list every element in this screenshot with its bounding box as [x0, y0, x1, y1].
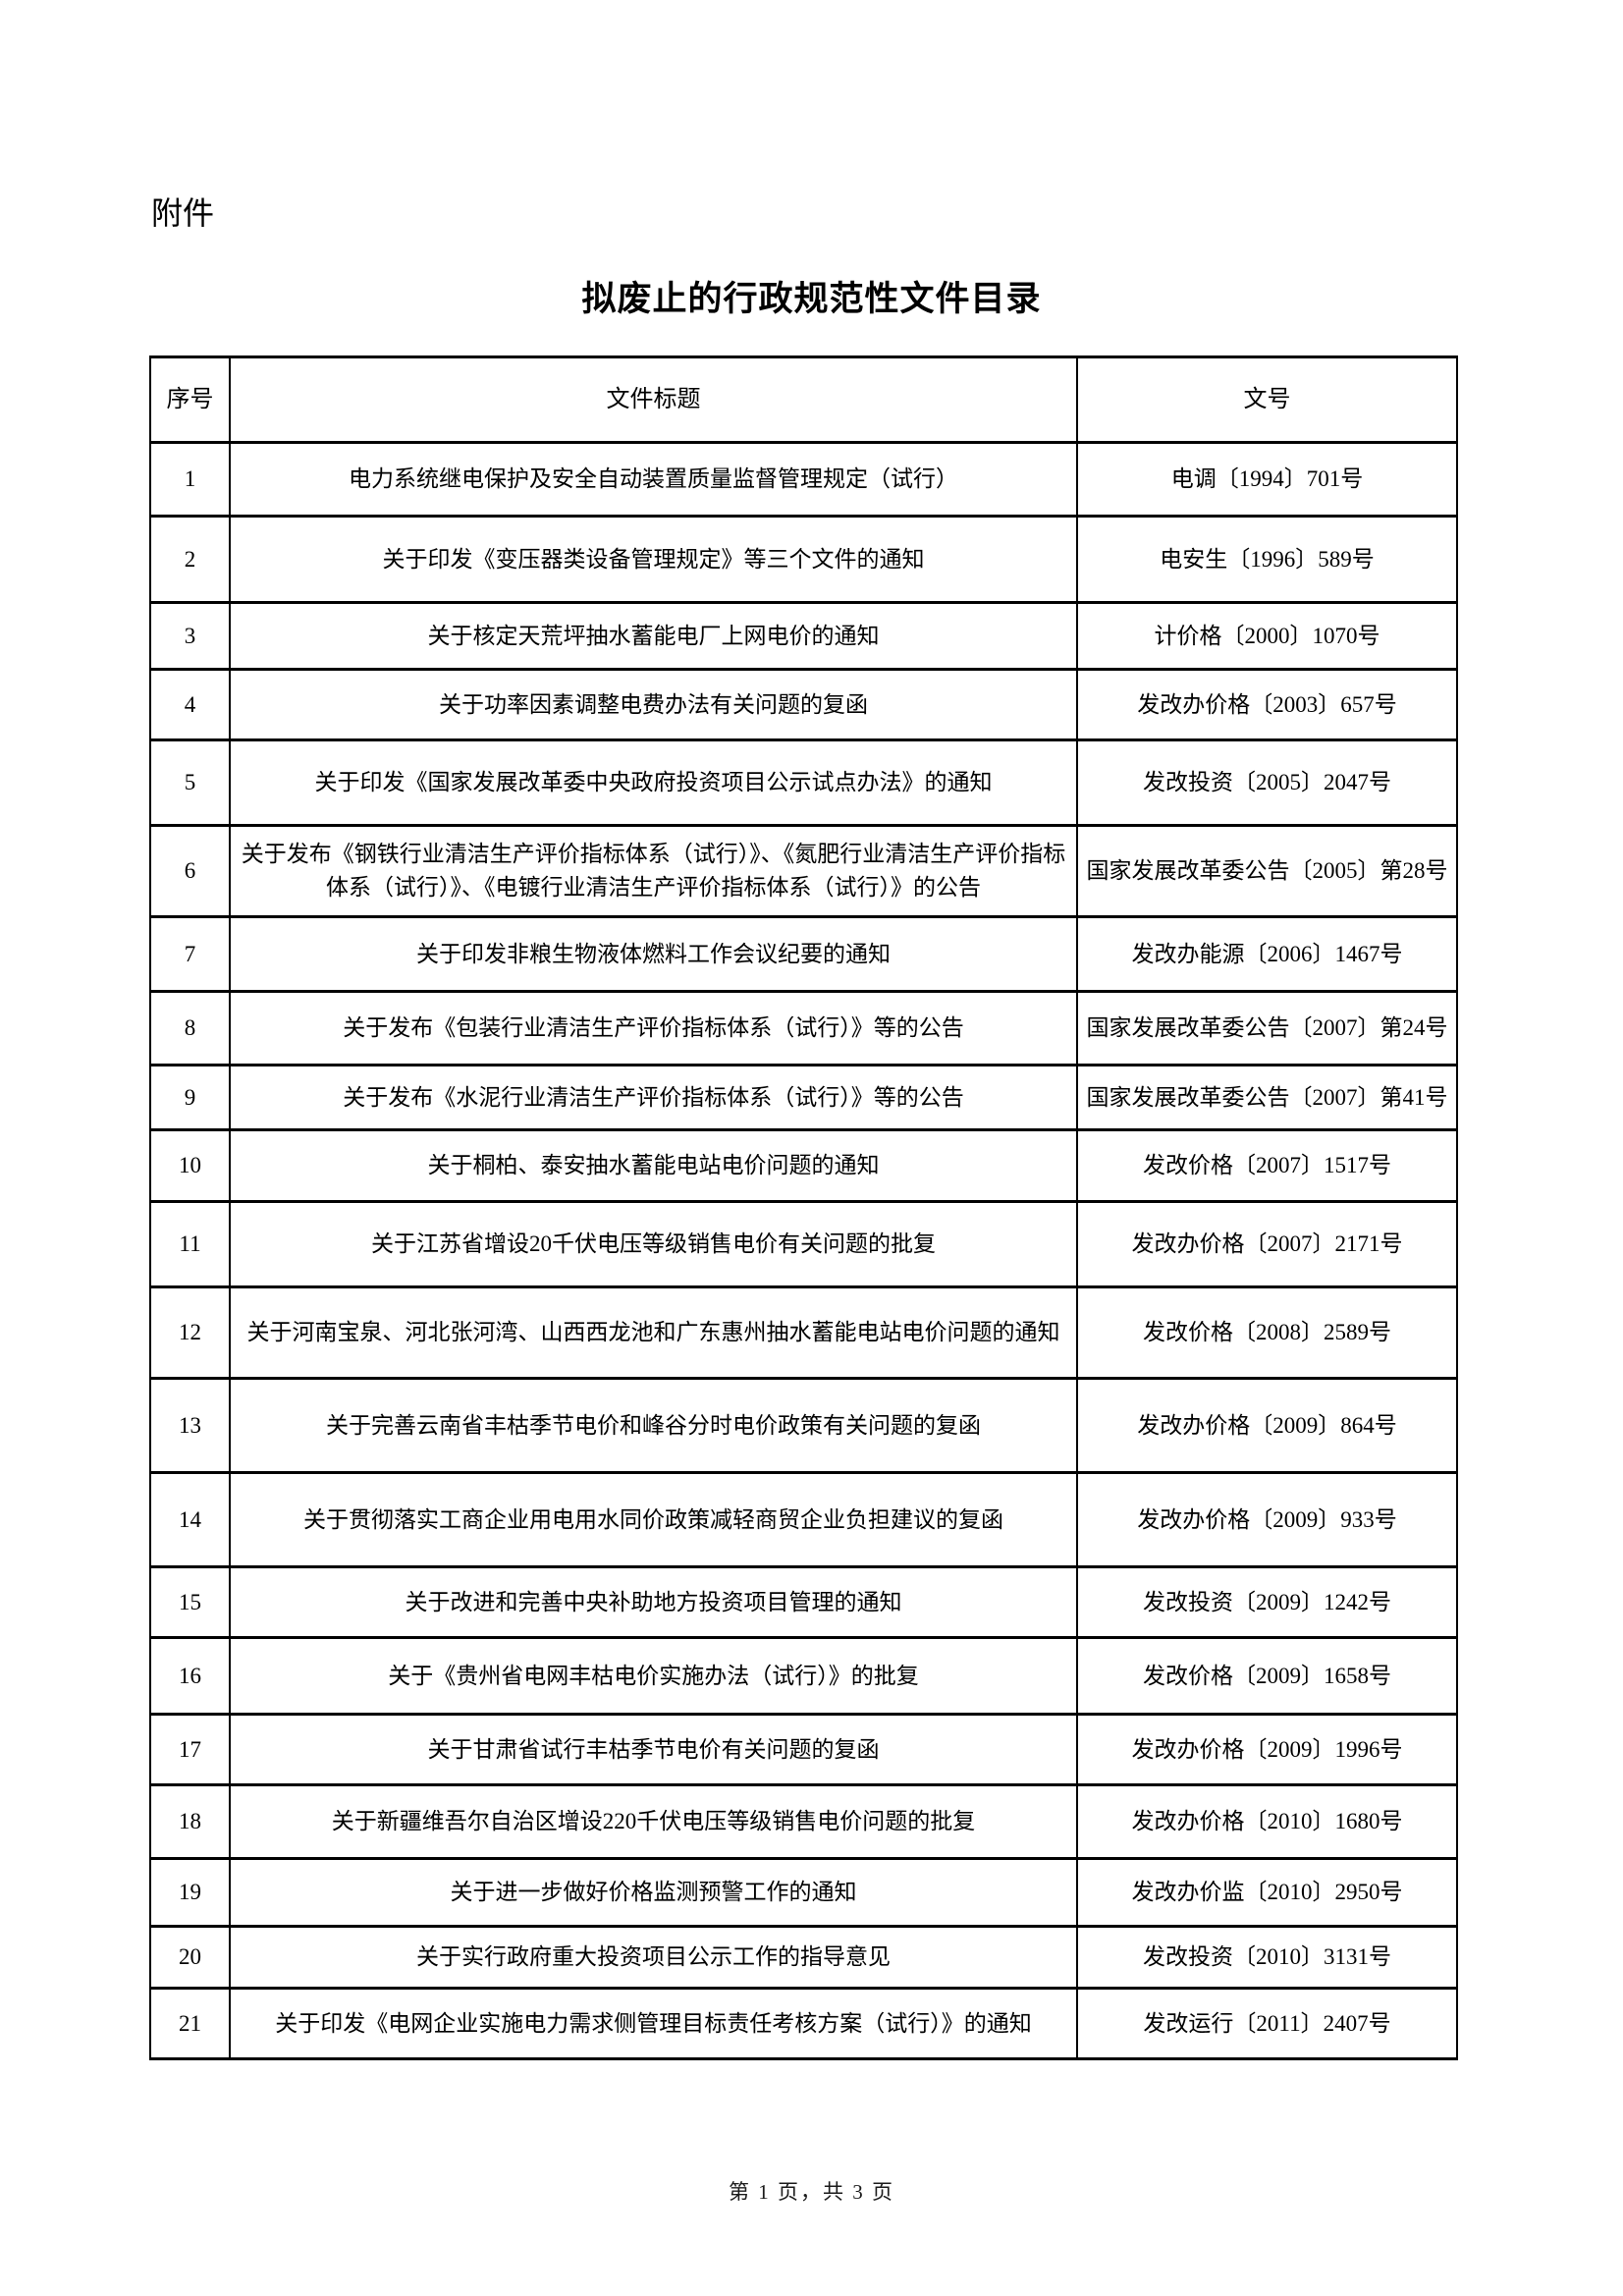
header-cell-title: 文件标题	[229, 355, 1078, 444]
row-doc-no-cell: 发改办价格〔2003〕657号	[1076, 668, 1458, 741]
row-number-cell: 8	[149, 990, 231, 1066]
row-number-cell: 17	[149, 1713, 231, 1786]
row-number-cell: 2	[149, 515, 231, 604]
row-title-cell: 关于发布《水泥行业清洁生产评价指标体系（试行）》等的公告	[229, 1064, 1078, 1131]
header-cell-number: 序号	[149, 355, 231, 444]
row-number-cell: 18	[149, 1783, 231, 1860]
row-title-cell: 关于完善云南省丰枯季节电价和峰谷分时电价政策有关问题的复函	[229, 1377, 1078, 1474]
row-number-cell: 14	[149, 1471, 231, 1568]
page-title: 拟废止的行政规范性文件目录	[581, 280, 1042, 318]
row-doc-no-cell: 发改价格〔2008〕2589号	[1076, 1285, 1458, 1380]
table-row: 12 关于河南宝泉、河北张河湾、山西西龙池和广东惠州抽水蓄能电站电价问题的通知 发改…	[149, 1285, 1458, 1380]
row-title-cell: 电力系统继电保护及安全自动装置质量监督管理规定（试行）	[229, 441, 1078, 518]
row-doc-no-cell: 发改投资〔2009〕1242号	[1076, 1565, 1458, 1639]
row-doc-no-cell: 电安生〔1996〕589号	[1076, 515, 1458, 604]
row-title-cell: 关于江苏省增设20千伏电压等级销售电价有关问题的批复	[229, 1200, 1078, 1288]
row-number-cell: 9	[149, 1064, 231, 1131]
row-title-cell: 关于功率因素调整电费办法有关问题的复函	[229, 668, 1078, 741]
row-title-cell: 关于甘肃省试行丰枯季节电价有关问题的复函	[229, 1713, 1078, 1786]
row-title-cell: 关于河南宝泉、河北张河湾、山西西龙池和广东惠州抽水蓄能电站电价问题的通知	[229, 1285, 1078, 1380]
table-row: 8 关于发布《包装行业清洁生产评价指标体系（试行）》等的公告 国家发展改革委公告〔2…	[149, 990, 1458, 1066]
row-number-cell: 7	[149, 915, 231, 993]
table-row: 13 关于完善云南省丰枯季节电价和峰谷分时电价政策有关问题的复函 发改办价格〔200…	[149, 1377, 1458, 1474]
row-doc-no-cell: 发改办价格〔2007〕2171号	[1076, 1200, 1458, 1288]
row-doc-no-cell: 发改办价监〔2010〕2950号	[1076, 1857, 1458, 1928]
row-number-cell: 21	[149, 1987, 231, 2060]
row-number-cell: 19	[149, 1857, 231, 1928]
row-title-cell: 关于印发《国家发展改革委中央政府投资项目公示试点办法》的通知	[229, 738, 1078, 827]
row-doc-no-cell: 国家发展改革委公告〔2007〕第24号	[1076, 990, 1458, 1066]
table-row: 16 关于《贵州省电网丰枯电价实施办法（试行）》的批复 发改价格〔2009〕1658…	[149, 1636, 1458, 1716]
table-row: 5 关于印发《国家发展改革委中央政府投资项目公示试点办法》的通知 发改投资〔2005…	[149, 738, 1458, 827]
table-row: 10 关于桐柏、泰安抽水蓄能电站电价问题的通知 发改价格〔2007〕1517号	[149, 1128, 1458, 1203]
row-number-cell: 3	[149, 601, 231, 671]
row-doc-no-cell: 国家发展改革委公告〔2007〕第41号	[1076, 1064, 1458, 1131]
row-doc-no-cell: 国家发展改革委公告〔2005〕第28号	[1076, 824, 1458, 918]
page-footer: 第 1 页，共 3 页	[729, 2180, 894, 2204]
row-title-cell: 关于《贵州省电网丰枯电价实施办法（试行）》的批复	[229, 1636, 1078, 1716]
row-number-cell: 1	[149, 441, 231, 518]
row-title-cell: 关于印发非粮生物液体燃料工作会议纪要的通知	[229, 915, 1078, 993]
row-title-cell: 关于贯彻落实工商企业用电用水同价政策减轻商贸企业负担建议的复函	[229, 1471, 1078, 1568]
table-row: 9 关于发布《水泥行业清洁生产评价指标体系（试行）》等的公告 国家发展改革委公告〔2…	[149, 1064, 1458, 1131]
row-doc-no-cell: 发改价格〔2007〕1517号	[1076, 1128, 1458, 1203]
row-number-cell: 4	[149, 668, 231, 741]
row-title-cell: 关于印发《电网企业实施电力需求侧管理目标责任考核方案（试行）》的通知	[229, 1987, 1078, 2060]
row-doc-no-cell: 计价格〔2000〕1070号	[1076, 601, 1458, 671]
row-doc-no-cell: 发改办价格〔2010〕1680号	[1076, 1783, 1458, 1860]
row-number-cell: 6	[149, 824, 231, 918]
documents-table: 序号 文件标题 文号 1 电力系统继电保护及安全自动装置质量监督管理规定（试行）电…	[149, 355, 1458, 2060]
row-doc-no-cell: 发改投资〔2010〕3131号	[1076, 1925, 1458, 1990]
row-number-cell: 5	[149, 738, 231, 827]
row-doc-no-cell: 发改办价格〔2009〕1996号	[1076, 1713, 1458, 1786]
row-title-cell: 关于核定天荒坪抽水蓄能电厂上网电价的通知	[229, 601, 1078, 671]
table-row: 1 电力系统继电保护及安全自动装置质量监督管理规定（试行） 电调〔1994〕701号	[149, 441, 1458, 518]
table-row: 6 关于发布《钢铁行业清洁生产评价指标体系（试行）》、《氮肥行业清洁生产评价指标体…	[149, 824, 1458, 918]
row-number-cell: 11	[149, 1200, 231, 1288]
table-row: 20 关于实行政府重大投资项目公示工作的指导意见 发改投资〔2010〕3131号	[149, 1925, 1458, 1990]
table-row: 4 关于功率因素调整电费办法有关问题的复函 发改办价格〔2003〕657号	[149, 668, 1458, 741]
row-doc-no-cell: 发改投资〔2005〕2047号	[1076, 738, 1458, 827]
table-row: 17 关于甘肃省试行丰枯季节电价有关问题的复函 发改办价格〔2009〕1996号	[149, 1713, 1458, 1786]
row-title-cell: 关于印发《变压器类设备管理规定》等三个文件的通知	[229, 515, 1078, 604]
row-number-cell: 16	[149, 1636, 231, 1716]
row-title-cell: 关于发布《包装行业清洁生产评价指标体系（试行）》等的公告	[229, 990, 1078, 1066]
row-doc-no-cell: 电调〔1994〕701号	[1076, 441, 1458, 518]
row-number-cell: 12	[149, 1285, 231, 1380]
table-row: 3 关于核定天荒坪抽水蓄能电厂上网电价的通知 计价格〔2000〕1070号	[149, 601, 1458, 671]
row-title-cell: 关于改进和完善中央补助地方投资项目管理的通知	[229, 1565, 1078, 1639]
row-number-cell: 10	[149, 1128, 231, 1203]
row-number-cell: 15	[149, 1565, 231, 1639]
header-cell-doc-no: 文号	[1076, 355, 1458, 444]
table-row: 7 关于印发非粮生物液体燃料工作会议纪要的通知 发改办能源〔2006〕1467号	[149, 915, 1458, 993]
table-row: 15 关于改进和完善中央补助地方投资项目管理的通知 发改投资〔2009〕1242号	[149, 1565, 1458, 1639]
row-title-cell: 关于桐柏、泰安抽水蓄能电站电价问题的通知	[229, 1128, 1078, 1203]
row-number-cell: 13	[149, 1377, 231, 1474]
row-title-cell: 关于发布《钢铁行业清洁生产评价指标体系（试行）》、《氮肥行业清洁生产评价指标体系…	[229, 824, 1078, 918]
table-header-row: 序号 文件标题 文号	[149, 355, 1458, 444]
row-title-cell: 关于进一步做好价格监测预警工作的通知	[229, 1857, 1078, 1928]
row-doc-no-cell: 发改办价格〔2009〕864号	[1076, 1377, 1458, 1474]
table-row: 11 关于江苏省增设20千伏电压等级销售电价有关问题的批复 发改办价格〔2007〕2…	[149, 1200, 1458, 1288]
table-row: 14 关于贯彻落实工商企业用电用水同价政策减轻商贸企业负担建议的复函 发改办价格〔2…	[149, 1471, 1458, 1568]
row-doc-no-cell: 发改价格〔2009〕1658号	[1076, 1636, 1458, 1716]
table-row: 2 关于印发《变压器类设备管理规定》等三个文件的通知 电安生〔1996〕589号	[149, 515, 1458, 604]
row-title-cell: 关于实行政府重大投资项目公示工作的指导意见	[229, 1925, 1078, 1990]
row-doc-no-cell: 发改办价格〔2009〕933号	[1076, 1471, 1458, 1568]
row-doc-no-cell: 发改办能源〔2006〕1467号	[1076, 915, 1458, 993]
table-row: 18 关于新疆维吾尔自治区增设220千伏电压等级销售电价问题的批复 发改办价格〔20…	[149, 1783, 1458, 1860]
table-row: 21 关于印发《电网企业实施电力需求侧管理目标责任考核方案（试行）》的通知 发改运行…	[149, 1987, 1458, 2060]
row-doc-no-cell: 发改运行〔2011〕2407号	[1076, 1987, 1458, 2060]
row-title-cell: 关于新疆维吾尔自治区增设220千伏电压等级销售电价问题的批复	[229, 1783, 1078, 1860]
table-row: 19 关于进一步做好价格监测预警工作的通知 发改办价监〔2010〕2950号	[149, 1857, 1458, 1928]
row-number-cell: 20	[149, 1925, 231, 1990]
attachment-label: 附件	[151, 195, 215, 231]
